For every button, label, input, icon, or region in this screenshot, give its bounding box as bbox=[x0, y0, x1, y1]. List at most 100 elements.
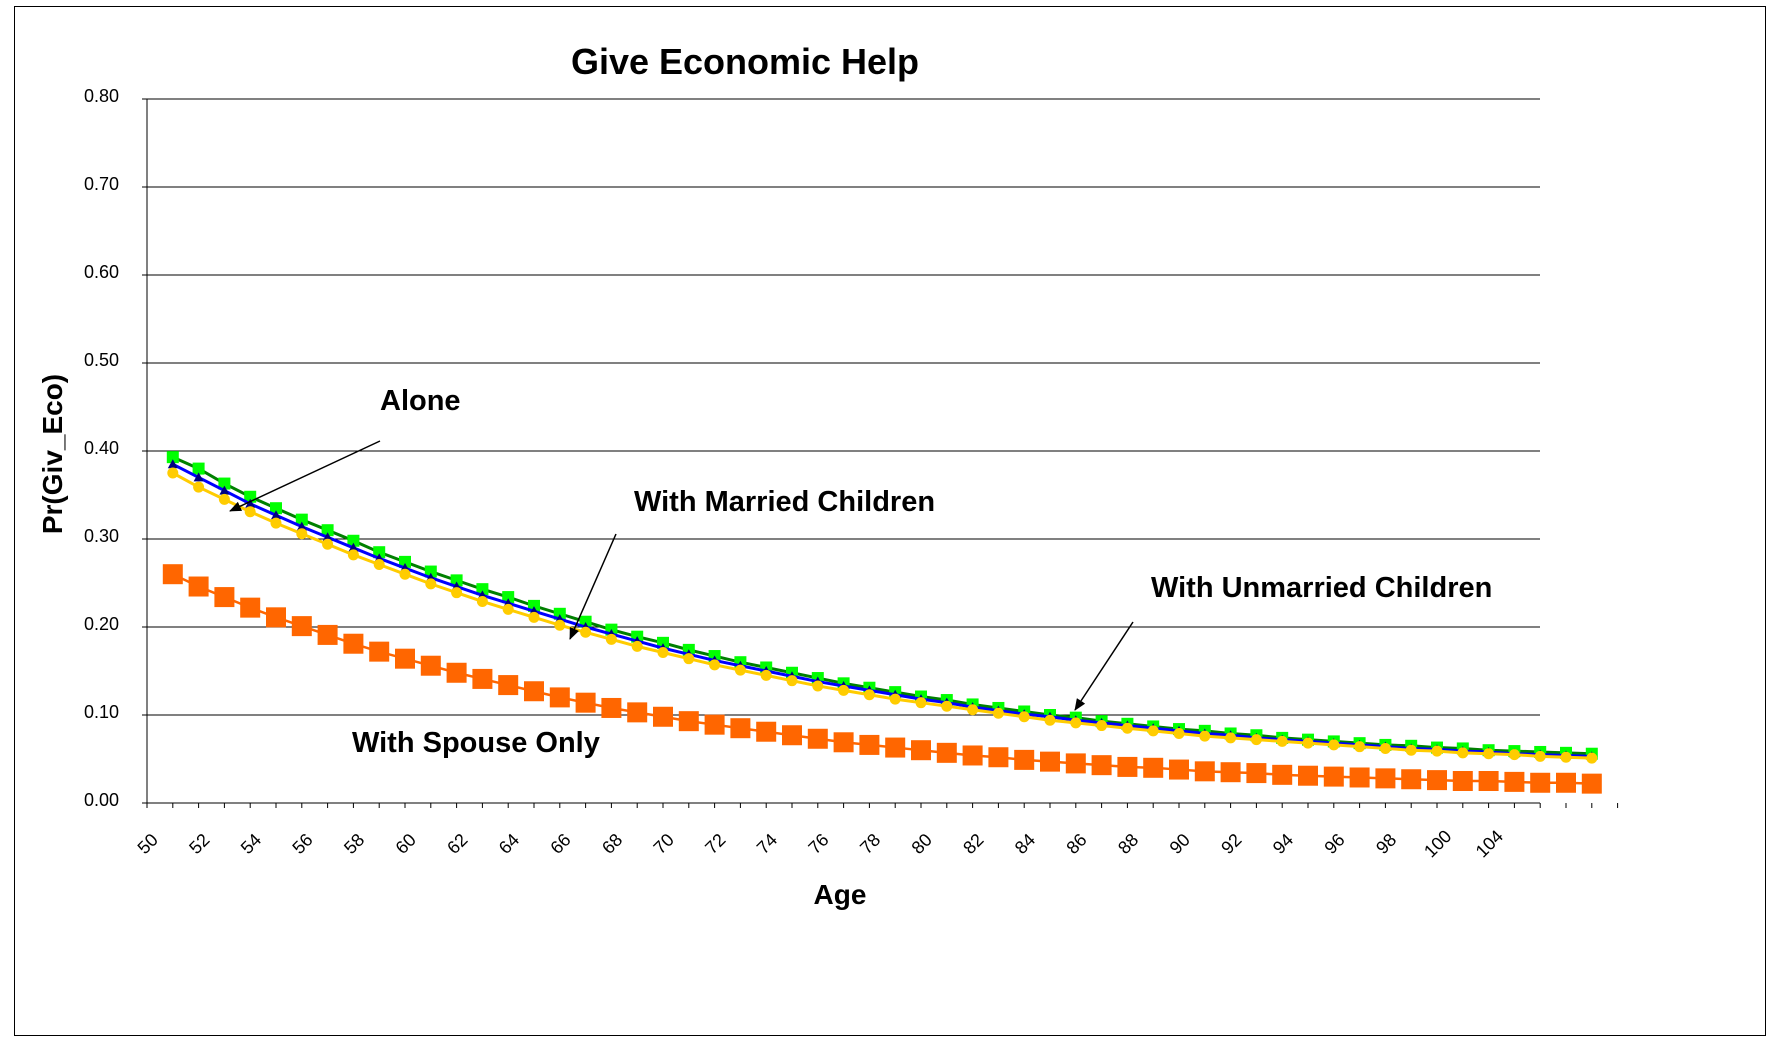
x-tick-labels: 50 52 54 56 58 60 62 64 66 68 70 72 74 76 78 80 82 84 86 88… bbox=[134, 826, 1507, 861]
data-point bbox=[348, 542, 359, 552]
data-point bbox=[369, 641, 390, 662]
data-point bbox=[451, 587, 463, 599]
data-point bbox=[424, 565, 437, 578]
annotations: Alone With Married Children With Unmarried… bbox=[229, 385, 1492, 759]
data-point bbox=[1457, 747, 1469, 759]
x-tick-label: 52 bbox=[185, 830, 213, 858]
data-point bbox=[709, 659, 721, 671]
data-point bbox=[446, 662, 467, 683]
x-tick-label: 58 bbox=[340, 830, 368, 858]
data-point bbox=[420, 655, 441, 676]
data-point bbox=[1530, 772, 1551, 793]
data-point bbox=[1504, 771, 1525, 792]
data-point bbox=[962, 745, 983, 766]
data-point bbox=[1040, 751, 1060, 772]
x-tick-label: 72 bbox=[701, 830, 729, 858]
data-point bbox=[601, 697, 622, 718]
annotation-label: With Spouse Only bbox=[352, 727, 600, 759]
series-layer bbox=[162, 451, 1602, 794]
annotation-label: Alone bbox=[380, 385, 461, 417]
data-point bbox=[1117, 756, 1138, 777]
data-point bbox=[214, 587, 235, 608]
data-point bbox=[502, 591, 515, 604]
annotation-label: With Unmarried Children bbox=[1151, 572, 1492, 604]
chart-frame: Give Economic Help 0.00 0.10 0.20 0.30 0.40 0… bbox=[14, 6, 1766, 1036]
x-tick-label: 66 bbox=[546, 830, 574, 858]
data-point bbox=[266, 607, 286, 628]
data-point bbox=[322, 538, 334, 550]
y-tick-label: 0.60 bbox=[84, 262, 119, 282]
x-tick-label: 94 bbox=[1269, 830, 1297, 858]
data-point bbox=[936, 742, 957, 763]
data-point bbox=[1560, 751, 1572, 763]
data-point bbox=[188, 576, 209, 597]
chart-title: Give Economic Help bbox=[571, 41, 919, 82]
data-point bbox=[1143, 757, 1164, 778]
data-point bbox=[786, 675, 798, 687]
data-point bbox=[1091, 755, 1112, 776]
data-point bbox=[863, 689, 875, 701]
data-point bbox=[730, 718, 751, 739]
data-point bbox=[240, 597, 261, 618]
data-point bbox=[807, 728, 828, 749]
data-point bbox=[162, 564, 183, 585]
series-3 bbox=[162, 564, 1602, 794]
data-point bbox=[347, 534, 360, 547]
annotation-arrow bbox=[229, 440, 381, 512]
data-point bbox=[1427, 770, 1447, 791]
series-2 bbox=[167, 467, 1598, 764]
data-point bbox=[399, 568, 411, 580]
data-point bbox=[167, 459, 178, 469]
x-tick-label: 54 bbox=[237, 830, 265, 858]
data-point bbox=[1405, 744, 1417, 756]
data-point bbox=[1586, 752, 1598, 764]
data-point bbox=[1246, 763, 1267, 784]
y-tick-label: 0.30 bbox=[84, 526, 119, 546]
data-point bbox=[1323, 766, 1344, 787]
data-point bbox=[1065, 753, 1086, 774]
data-point bbox=[322, 532, 333, 542]
y-tick-label: 0.10 bbox=[84, 702, 119, 722]
x-tick-label: 98 bbox=[1372, 830, 1400, 858]
data-point bbox=[1173, 727, 1185, 739]
data-point bbox=[1070, 717, 1082, 729]
x-tick-label: 86 bbox=[1062, 830, 1090, 858]
data-point bbox=[296, 528, 308, 540]
data-point bbox=[833, 732, 854, 753]
data-point bbox=[347, 549, 359, 561]
data-point bbox=[218, 477, 231, 490]
x-tick-label: 92 bbox=[1217, 830, 1245, 858]
data-point bbox=[270, 502, 282, 515]
data-point bbox=[683, 653, 695, 665]
data-point bbox=[653, 706, 673, 727]
data-point bbox=[678, 711, 699, 732]
data-point bbox=[1298, 765, 1318, 786]
y-tick-label: 0.80 bbox=[84, 86, 119, 106]
x-tick-label: 90 bbox=[1166, 830, 1194, 858]
x-tick-label: 78 bbox=[856, 830, 884, 858]
data-point bbox=[1431, 745, 1443, 757]
data-point bbox=[1169, 759, 1189, 780]
data-point bbox=[1121, 722, 1133, 734]
data-point bbox=[1147, 725, 1159, 737]
data-point bbox=[1199, 730, 1211, 742]
data-point bbox=[317, 624, 338, 645]
data-point bbox=[549, 687, 570, 708]
x-tick-label: 82 bbox=[959, 830, 987, 858]
x-tick-label: 88 bbox=[1114, 830, 1142, 858]
data-point bbox=[992, 707, 1004, 719]
data-point bbox=[245, 498, 256, 508]
data-point bbox=[915, 697, 927, 709]
data-point bbox=[271, 510, 281, 520]
data-point bbox=[1096, 720, 1108, 732]
data-point bbox=[167, 467, 179, 479]
data-point bbox=[838, 684, 850, 696]
x-tick-label: 96 bbox=[1320, 830, 1348, 858]
data-point bbox=[1250, 734, 1262, 746]
x-tick-label: 50 bbox=[134, 830, 162, 858]
annotation-arrow bbox=[1074, 621, 1134, 711]
data-point bbox=[219, 485, 230, 495]
y-axis-title: Pr(Giv_Eco) bbox=[37, 374, 68, 534]
data-point bbox=[270, 517, 282, 529]
data-point bbox=[941, 700, 953, 712]
